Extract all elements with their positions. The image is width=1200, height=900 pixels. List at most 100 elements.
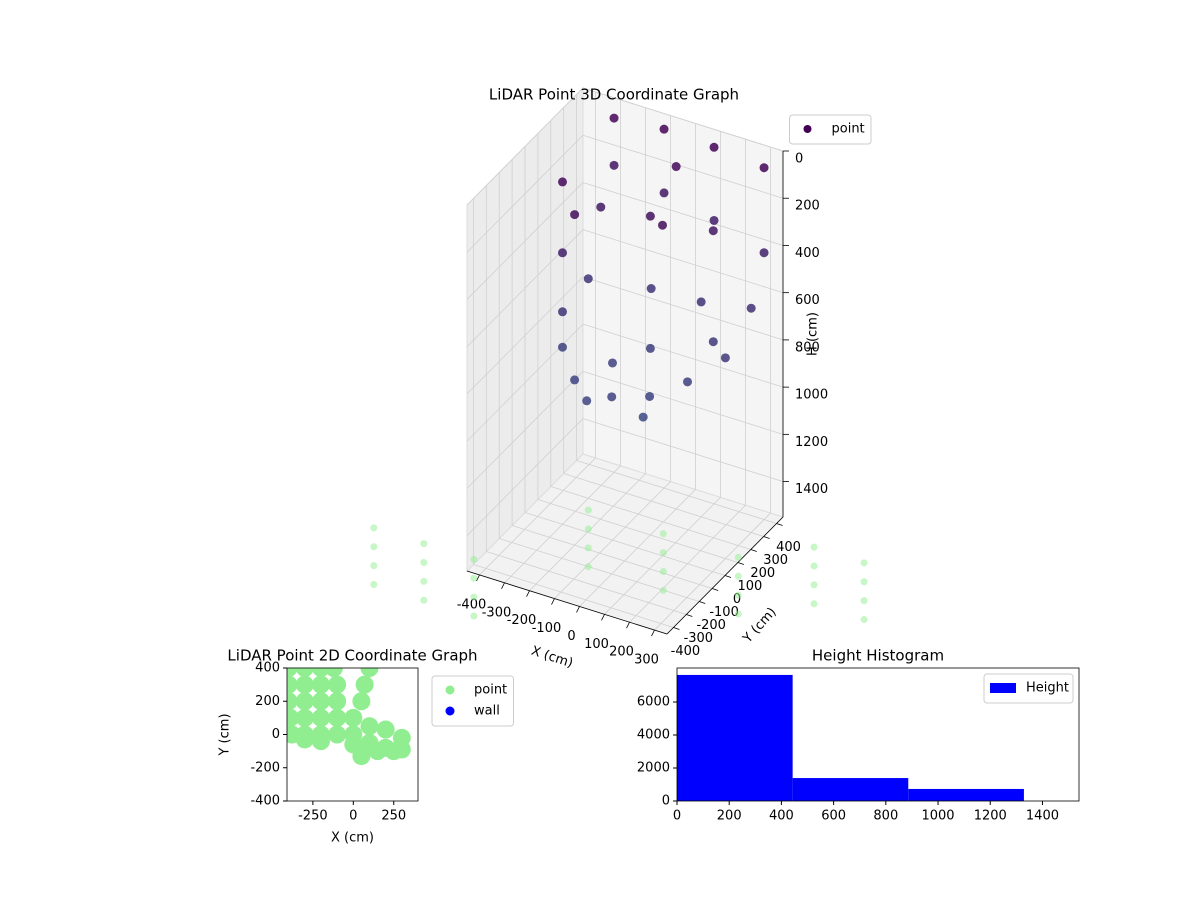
point <box>709 142 719 152</box>
y-tick-label: 0 <box>662 794 670 809</box>
point <box>328 708 347 727</box>
x-tick-label: 1400 <box>1026 809 1059 824</box>
y-tick-label: 6000 <box>637 694 670 709</box>
point <box>287 668 298 677</box>
y-tick-label: 300 <box>763 553 788 568</box>
y-tick-label: -400 <box>671 644 701 659</box>
point <box>734 591 742 599</box>
point <box>645 343 655 353</box>
point <box>638 412 648 422</box>
point <box>609 160 619 170</box>
grid-line <box>466 371 584 489</box>
z-tick-label: 800 <box>795 340 820 355</box>
grid-line <box>524 512 726 576</box>
point <box>746 303 756 313</box>
point <box>420 596 428 604</box>
point <box>860 559 868 567</box>
legend-marker <box>803 125 812 133</box>
point <box>368 742 387 761</box>
x-tick-label: 0 <box>567 629 575 644</box>
x-tick-label: 100 <box>584 637 609 652</box>
x-tick-label: 600 <box>821 809 846 824</box>
point <box>645 391 655 401</box>
point <box>709 215 719 225</box>
grid-line <box>466 276 584 395</box>
tick-mark <box>686 614 693 617</box>
point <box>470 593 478 601</box>
tick-mark <box>763 536 770 539</box>
y-tick-label: 200 <box>255 694 280 709</box>
grid-line <box>582 418 784 482</box>
z-tick-label: 0 <box>795 152 803 167</box>
point <box>470 555 478 563</box>
point <box>810 543 818 551</box>
tick-mark <box>476 574 480 582</box>
grid-line <box>537 499 739 563</box>
point <box>328 725 347 744</box>
plot-area <box>287 668 411 766</box>
point <box>860 597 868 605</box>
point <box>860 578 868 586</box>
point <box>370 524 378 532</box>
point <box>420 577 428 585</box>
point <box>659 568 667 576</box>
point <box>328 675 347 694</box>
z-tick-label: 600 <box>795 293 820 308</box>
tick-mark <box>673 627 680 630</box>
grid-line <box>486 551 687 615</box>
legend-label: wall <box>474 704 500 719</box>
x-tick-label: 1000 <box>921 809 954 824</box>
tick-mark <box>526 590 530 597</box>
bar <box>792 778 909 801</box>
point <box>470 612 478 620</box>
point <box>609 113 619 123</box>
legend-box <box>789 114 872 145</box>
point <box>734 553 742 561</box>
point <box>708 226 718 236</box>
grid-line <box>563 473 764 537</box>
point <box>584 544 592 552</box>
legend-label: Height <box>1026 681 1069 696</box>
grid-line <box>466 418 584 536</box>
point <box>352 747 371 766</box>
grid-line <box>576 460 777 524</box>
point <box>584 525 592 533</box>
point <box>759 163 769 173</box>
point <box>659 188 669 198</box>
point <box>295 692 314 711</box>
x-tick-label: 300 <box>634 653 659 668</box>
tick-mark <box>651 629 655 637</box>
point <box>311 675 330 694</box>
point <box>311 692 330 711</box>
point <box>558 342 567 352</box>
point <box>659 549 667 557</box>
point <box>582 396 592 406</box>
grid-line <box>582 370 784 435</box>
point <box>708 337 718 347</box>
point <box>683 377 692 387</box>
point <box>810 600 818 608</box>
legend-marker <box>445 706 455 716</box>
point <box>376 720 395 739</box>
point <box>734 572 742 580</box>
y-axis-label: Y (cm) <box>218 713 233 756</box>
point <box>328 692 347 711</box>
point <box>607 392 617 402</box>
tick-mark <box>501 582 505 589</box>
y-tick-label: 0 <box>733 592 741 607</box>
grid-line <box>582 323 784 388</box>
x-tick-label: 0 <box>349 809 357 824</box>
x-tick-label: -100 <box>532 621 562 636</box>
point <box>720 353 730 363</box>
point <box>645 211 655 221</box>
point <box>584 563 592 571</box>
point <box>295 675 314 694</box>
point <box>608 358 617 368</box>
x-tick-label: -400 <box>457 597 487 612</box>
point <box>360 668 379 677</box>
x-tick-label: -250 <box>298 809 328 824</box>
tick-mark <box>551 598 555 605</box>
point <box>558 177 567 187</box>
legend-marker <box>445 685 455 695</box>
legend-box <box>983 673 1074 704</box>
